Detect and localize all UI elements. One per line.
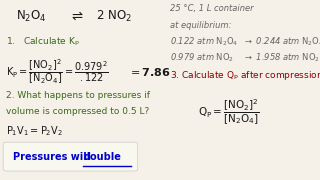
Text: Pressures will: Pressures will bbox=[13, 152, 93, 162]
Text: $\mathrm{Q_P = \dfrac{[NO_2]^2}{[N_2O_4]}}$: $\mathrm{Q_P = \dfrac{[NO_2]^2}{[N_2O_4]… bbox=[198, 97, 260, 126]
Text: $\mathrm{N_2O_4}$: $\mathrm{N_2O_4}$ bbox=[16, 9, 47, 24]
Text: $\mathrm{P_1 V_1 = P_2 V_2}$: $\mathrm{P_1 V_1 = P_2 V_2}$ bbox=[6, 125, 63, 138]
Text: $\mathrm{K_P = \dfrac{[NO_2]^2}{[N_2O_4]} = \dfrac{0.979^2}{.122}}$: $\mathrm{K_P = \dfrac{[NO_2]^2}{[N_2O_4]… bbox=[6, 58, 109, 86]
Text: $\rightarrow$ 0.244 atm $\mathrm{N_2O_4}$: $\rightarrow$ 0.244 atm $\mathrm{N_2O_4}… bbox=[243, 35, 320, 48]
Text: $\rightleftharpoons$: $\rightleftharpoons$ bbox=[69, 10, 84, 23]
Text: at equilibrium:: at equilibrium: bbox=[170, 21, 231, 30]
Text: $= \mathbf{7.86}$: $= \mathbf{7.86}$ bbox=[128, 66, 170, 78]
Text: volume is compressed to 0.5 L?: volume is compressed to 0.5 L? bbox=[6, 107, 150, 116]
Text: 0.122 atm $\mathrm{N_2O_4}$: 0.122 atm $\mathrm{N_2O_4}$ bbox=[170, 35, 238, 48]
Text: double: double bbox=[83, 152, 121, 162]
Text: 3. Calculate $\mathrm{Q_P}$ after compression: 3. Calculate $\mathrm{Q_P}$ after compre… bbox=[170, 69, 320, 82]
Text: 25 °C, 1 L container: 25 °C, 1 L container bbox=[170, 4, 253, 14]
Text: $\mathrm{2\ NO_2}$: $\mathrm{2\ NO_2}$ bbox=[96, 9, 132, 24]
Text: 0.979 atm $\mathrm{NO_2}$: 0.979 atm $\mathrm{NO_2}$ bbox=[170, 51, 234, 64]
FancyBboxPatch shape bbox=[3, 142, 138, 171]
Text: $\rightarrow$ 1.958 atm $\mathrm{NO_2}$: $\rightarrow$ 1.958 atm $\mathrm{NO_2}$ bbox=[243, 51, 320, 64]
Text: 2. What happens to pressures if: 2. What happens to pressures if bbox=[6, 91, 150, 100]
Text: 1.   Calculate $\mathrm{K_P}$: 1. Calculate $\mathrm{K_P}$ bbox=[6, 35, 80, 48]
